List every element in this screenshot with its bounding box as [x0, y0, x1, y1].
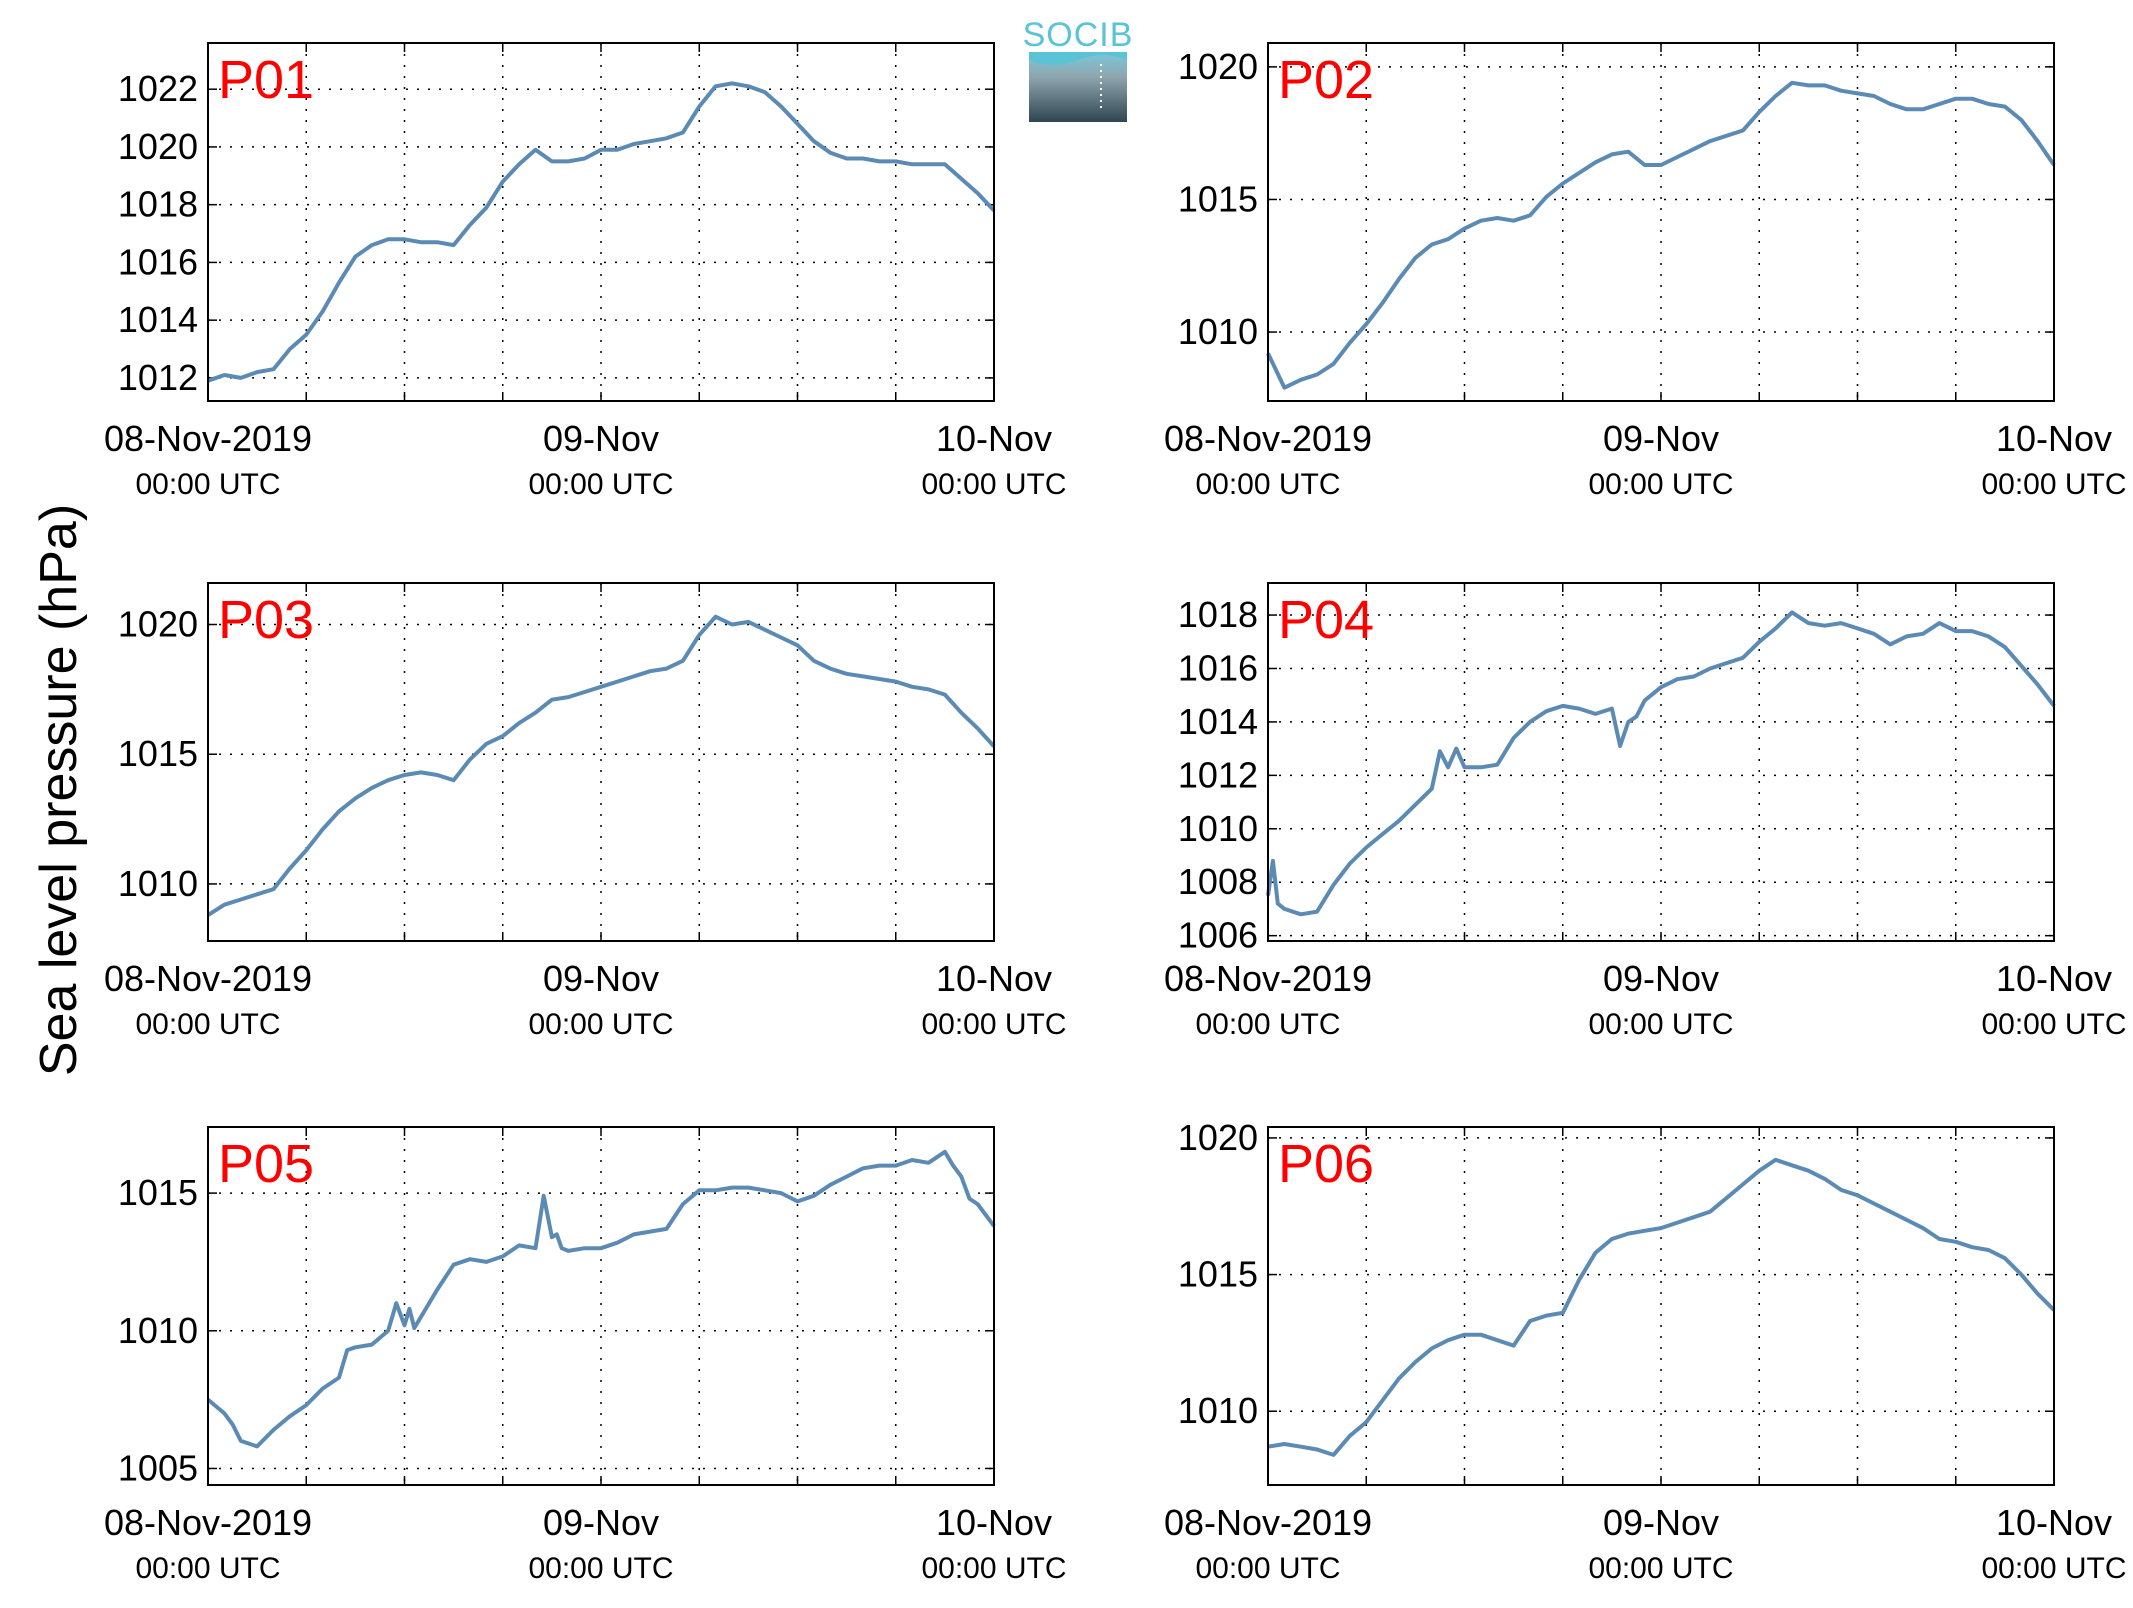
axes-frame [207, 1126, 995, 1486]
y-tick-label: 1012 [1178, 754, 1258, 795]
station-label: P06 [1278, 1134, 1374, 1194]
socib-logo: SOCIB [1023, 16, 1134, 122]
y-tick-label: 1010 [118, 863, 198, 904]
series-line [1267, 1157, 2056, 1457]
series-line [1266, 80, 2056, 390]
y-tick-label: 1018 [118, 184, 198, 225]
y-tick-label: 1022 [118, 68, 198, 109]
y-tick-label: 1005 [118, 1447, 198, 1488]
x-tick-label-time: 00:00 UTC [528, 1552, 673, 1585]
x-tick-label-time: 00:00 UTC [1195, 1008, 1340, 1041]
x-tick-label-time: 00:00 UTC [1981, 468, 2126, 501]
y-tick-label: 1016 [1178, 647, 1258, 688]
x-tick-label-time: 00:00 UTC [921, 468, 1066, 501]
y-tick-label: 1010 [118, 1310, 198, 1351]
panels: 1012 1014 1016 1018 1020 1022 08-Nov-2019 00:00… [104, 42, 2127, 1585]
y-tick-label: 1020 [1178, 46, 1258, 87]
x-tick-label-date: 10-Nov [936, 418, 1052, 459]
axes-frame [207, 42, 995, 402]
x-tick-label-time: 00:00 UTC [1981, 1552, 2126, 1585]
y-tick-label: 1016 [118, 241, 198, 282]
y-tick-label: 1010 [1178, 808, 1258, 849]
y-tick-label: 1012 [118, 357, 198, 398]
y-tick-label: 1008 [1178, 861, 1258, 902]
x-tick-label-time: 00:00 UTC [1195, 468, 1340, 501]
y-tick-label: 1020 [118, 604, 198, 645]
x-tick-label-date: 09-Nov [1603, 1502, 1719, 1543]
panel-p03: 1010 1015 1020 08-Nov-2019 00:00 UTC 09-Nov 00… [104, 582, 1067, 1041]
y-tick-label: 1015 [1178, 178, 1258, 219]
x-tick-label-date: 10-Nov [1996, 1502, 2112, 1543]
x-tick-label-date: 10-Nov [1996, 958, 2112, 999]
x-tick-label-time: 00:00 UTC [528, 468, 673, 501]
y-axis-label: Sea level pressure (hPa) [30, 504, 88, 1076]
x-tick-label-date: 10-Nov [936, 958, 1052, 999]
y-tick-label: 1018 [1178, 594, 1258, 635]
y-tick-label: 1020 [1178, 1117, 1258, 1158]
x-tick-label-date: 08-Nov-2019 [104, 1502, 312, 1543]
panel-p06: 1010 1015 1020 08-Nov-2019 00:00 UTC 09-Nov 00… [1164, 1117, 2127, 1585]
station-label: P02 [1278, 50, 1374, 110]
x-tick-label-date: 09-Nov [543, 418, 659, 459]
panel-p05: 1005 1010 1015 08-Nov-2019 00:00 UTC 09-Nov 00… [104, 1126, 1067, 1585]
x-tick-label-time: 00:00 UTC [921, 1552, 1066, 1585]
x-tick-label-date: 09-Nov [543, 1502, 659, 1543]
x-tick-label-time: 00:00 UTC [135, 468, 280, 501]
x-tick-label-time: 00:00 UTC [1588, 1552, 1733, 1585]
panel-p02: 1010 1015 1020 08-Nov-2019 00:00 UTC 09-Nov 00… [1164, 42, 2127, 501]
x-tick-label-date: 09-Nov [1603, 958, 1719, 999]
station-label: P05 [218, 1134, 314, 1194]
axes-frame [1267, 1126, 2055, 1486]
series-line [206, 614, 996, 917]
panel-p04: 1006 1008 1010 1012 1014 1016 1018 08-Nov-2019 0… [1164, 582, 2127, 1041]
panel-p01: 1012 1014 1016 1018 1020 1022 08-Nov-2019 00:00… [104, 42, 1067, 501]
x-tick-label-date: 09-Nov [1603, 418, 1719, 459]
x-tick-label-time: 00:00 UTC [135, 1008, 280, 1041]
station-label: P04 [1278, 590, 1374, 650]
x-tick-label-date: 08-Nov-2019 [1164, 958, 1372, 999]
series-line [206, 1149, 996, 1449]
x-tick-label-date: 10-Nov [1996, 418, 2112, 459]
series-line [207, 81, 996, 383]
y-tick-label: 1015 [118, 1172, 198, 1213]
x-tick-label-date: 08-Nov-2019 [104, 958, 312, 999]
series-line [1266, 610, 2056, 917]
x-tick-label-date: 09-Nov [543, 958, 659, 999]
x-tick-label-time: 00:00 UTC [528, 1008, 673, 1041]
x-tick-label-time: 00:00 UTC [1588, 468, 1733, 501]
y-tick-label: 1020 [118, 126, 198, 167]
station-label: P03 [218, 590, 314, 650]
axes-frame [1267, 42, 2055, 402]
x-tick-label-time: 00:00 UTC [921, 1008, 1066, 1041]
y-tick-label: 1010 [1178, 1390, 1258, 1431]
x-tick-label-time: 00:00 UTC [1981, 1008, 2126, 1041]
x-tick-label-time: 00:00 UTC [135, 1552, 280, 1585]
x-tick-label-date: 10-Nov [936, 1502, 1052, 1543]
y-tick-label: 1015 [1178, 1254, 1258, 1295]
x-tick-label-date: 08-Nov-2019 [1164, 418, 1372, 459]
y-tick-label: 1010 [1178, 311, 1258, 352]
y-tick-label: 1014 [1178, 701, 1258, 742]
socib-logo-text: SOCIB [1023, 16, 1134, 54]
axes-frame [1267, 582, 2055, 942]
y-tick-label: 1006 [1178, 915, 1258, 956]
axes-frame [207, 582, 995, 942]
x-tick-label-time: 00:00 UTC [1195, 1552, 1340, 1585]
x-tick-label-time: 00:00 UTC [1588, 1008, 1733, 1041]
x-tick-label-date: 08-Nov-2019 [104, 418, 312, 459]
station-label: P01 [218, 50, 314, 110]
y-tick-label: 1015 [118, 733, 198, 774]
y-tick-label: 1014 [118, 299, 198, 340]
x-tick-label-date: 08-Nov-2019 [1164, 1502, 1372, 1543]
